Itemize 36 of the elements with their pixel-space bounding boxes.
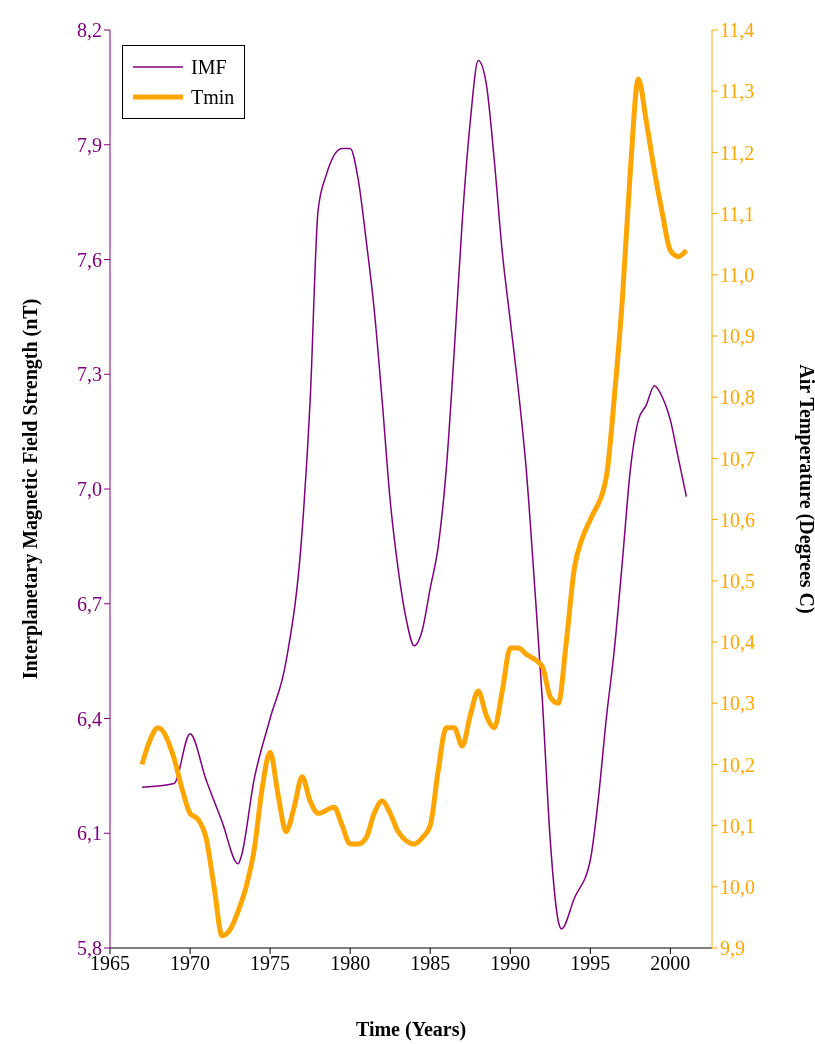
y2-tick-label: 10,2 — [720, 753, 755, 776]
legend-label: IMF — [191, 55, 227, 80]
y2-tick-label: 10,8 — [720, 386, 755, 409]
y2-axis-title: Air Temperature (Degrees C) — [794, 364, 815, 614]
y2-tick-label: 11,0 — [720, 263, 755, 286]
x-tick-label: 2000 — [650, 952, 691, 975]
y-tick-label: 7,3 — [77, 363, 102, 386]
y-tick-label: 7,6 — [77, 248, 102, 271]
x-tick-label: 1990 — [490, 952, 531, 975]
y-tick-label: 8,2 — [77, 19, 102, 42]
y2-tick-label: 10,1 — [720, 814, 755, 837]
x-axis-title: Time (Years) — [355, 1018, 467, 1041]
x-tick-label: 1985 — [410, 952, 451, 975]
y2-tick-label: 10,3 — [720, 692, 755, 715]
y-axis-title: Interplanetary Magnetic Field Strength (nT) — [19, 298, 43, 680]
y2-tick-label: 10,7 — [720, 447, 755, 470]
y2-tick-label: 10,4 — [720, 631, 755, 654]
y-tick-label: 7,0 — [77, 478, 102, 501]
x-tick-label: 1970 — [170, 952, 211, 975]
y2-tick-label: 11,2 — [720, 141, 755, 164]
y2-tick-label: 11,4 — [720, 19, 755, 42]
y2-tick-label: 10,5 — [720, 569, 755, 592]
y-tick-label: 6,1 — [77, 822, 102, 845]
y-tick-label: 7,9 — [77, 133, 102, 156]
y2-tick-label: 10,9 — [720, 325, 755, 348]
x-tick-label: 1995 — [570, 952, 611, 975]
x-tick-label: 1980 — [330, 952, 371, 975]
y2-tick-label: 9,9 — [720, 937, 745, 960]
y-tick-label: 6,7 — [77, 592, 102, 615]
y2-tick-label: 10,6 — [720, 508, 755, 531]
y2-tick-label: 11,1 — [720, 202, 755, 225]
y2-tick-label: 10,0 — [720, 875, 755, 898]
legend-label: Tmin — [191, 85, 235, 110]
y-tick-label: 6,4 — [77, 707, 102, 730]
y2-tick-label: 11,3 — [720, 80, 755, 103]
x-tick-label: 1975 — [250, 952, 291, 975]
